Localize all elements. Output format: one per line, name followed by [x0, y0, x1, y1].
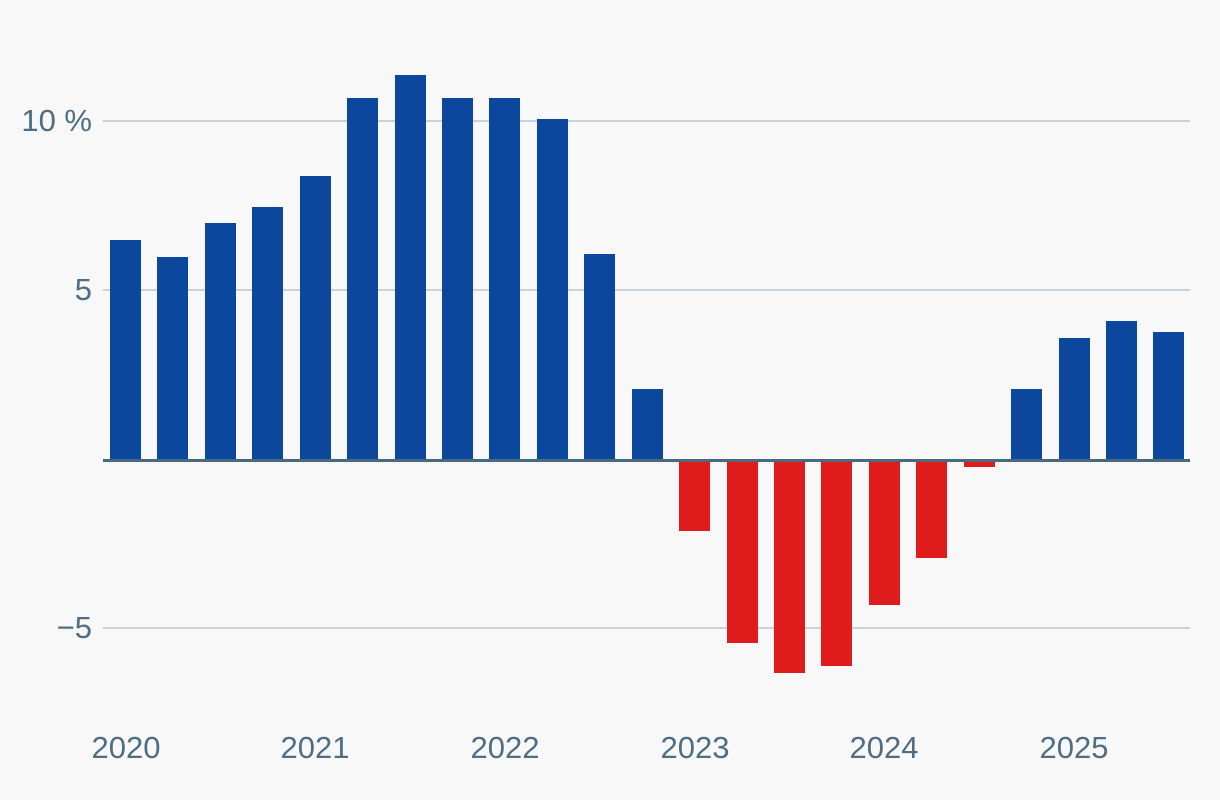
bar — [537, 119, 568, 460]
x-tick-label: 2021 — [280, 730, 350, 765]
bar — [442, 98, 473, 460]
bar — [252, 207, 283, 460]
gridline — [103, 120, 1190, 122]
bar — [395, 75, 426, 460]
y-tick-label: −5 — [56, 610, 92, 645]
x-tick-label: 2020 — [91, 730, 161, 765]
y-tick-label: 5 — [74, 272, 92, 307]
bar — [774, 460, 805, 673]
y-tick-label: 10 % — [21, 103, 92, 138]
bar — [1153, 332, 1184, 460]
bar — [347, 98, 378, 460]
bar — [157, 257, 188, 460]
bar — [1106, 321, 1137, 460]
zero-baseline — [103, 459, 1190, 462]
bar — [964, 460, 995, 467]
gridline — [103, 289, 1190, 291]
bar — [869, 460, 900, 605]
bar — [916, 460, 947, 558]
x-tick-label: 2022 — [470, 730, 540, 765]
bar — [1011, 389, 1042, 460]
bar — [727, 460, 758, 643]
bar — [821, 460, 852, 666]
x-tick-label: 2023 — [660, 730, 730, 765]
bar — [1059, 338, 1090, 460]
bar — [584, 254, 615, 460]
bar — [632, 389, 663, 460]
x-tick-label: 2025 — [1039, 730, 1109, 765]
bar — [300, 176, 331, 460]
gridline — [103, 627, 1190, 629]
x-tick-label: 2024 — [849, 730, 919, 765]
bar — [110, 240, 141, 460]
bar — [489, 98, 520, 460]
bar — [679, 460, 710, 531]
bar — [205, 223, 236, 460]
